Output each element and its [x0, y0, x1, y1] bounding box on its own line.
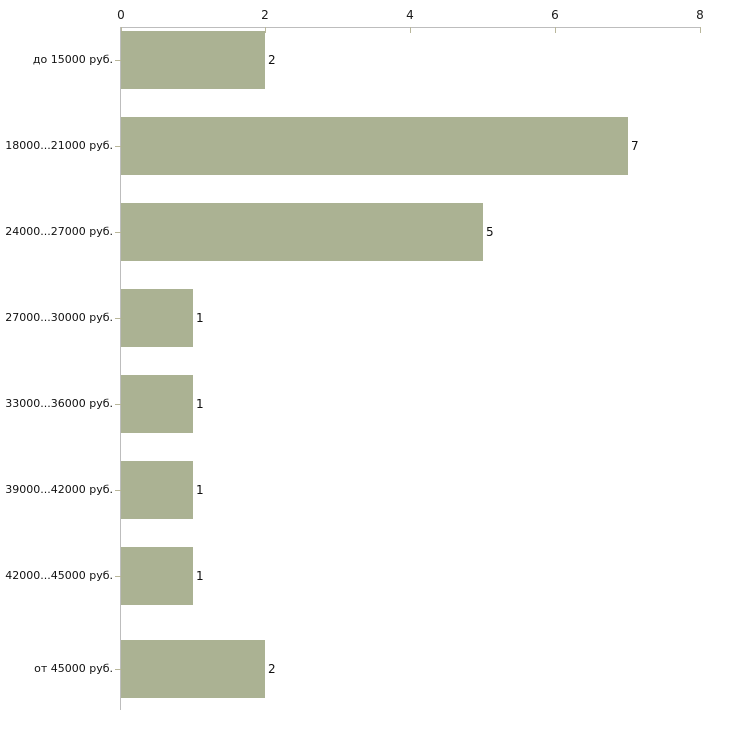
x-axis-tick-label-4: 8 [696, 8, 704, 22]
bar-value-label-2: 5 [486, 225, 494, 239]
y-axis-tick-3 [115, 318, 121, 319]
bar-value-label-7: 2 [268, 662, 276, 676]
x-axis-tick-1 [265, 27, 266, 33]
y-axis-tick-label-3: 27000...30000 руб. [5, 311, 113, 324]
x-axis-tick-label-2: 4 [406, 8, 414, 22]
bar-3 [121, 289, 193, 347]
x-axis-tick-0 [121, 27, 122, 33]
y-axis-tick-label-7: от 45000 руб. [34, 662, 113, 675]
bar-value-label-6: 1 [196, 569, 204, 583]
y-axis-tick-2 [115, 232, 121, 233]
x-axis-tick-label-1: 2 [261, 8, 269, 22]
bar-1 [121, 117, 628, 175]
x-axis-tick-4 [700, 27, 701, 33]
bar-value-label-5: 1 [196, 483, 204, 497]
bar-6 [121, 547, 193, 605]
y-axis-tick-label-5: 39000...42000 руб. [5, 483, 113, 496]
x-axis-tick-2 [410, 27, 411, 33]
y-axis-line [120, 27, 121, 710]
bar-0 [121, 31, 265, 89]
x-axis-tick-label-3: 6 [551, 8, 559, 22]
bar-4 [121, 375, 193, 433]
y-axis-tick-label-6: 42000...45000 руб. [5, 569, 113, 582]
y-axis-tick-label-2: 24000...27000 руб. [5, 225, 113, 238]
bar-value-label-1: 7 [631, 139, 639, 153]
y-axis-tick-label-4: 33000...36000 руб. [5, 397, 113, 410]
x-axis-tick-3 [555, 27, 556, 33]
y-axis-tick-label-0: до 15000 руб. [32, 53, 113, 66]
y-axis-tick-7 [115, 669, 121, 670]
bar-5 [121, 461, 193, 519]
bar-value-label-4: 1 [196, 397, 204, 411]
y-axis-tick-6 [115, 576, 121, 577]
bar-value-label-0: 2 [268, 53, 276, 67]
bar-7 [121, 640, 265, 698]
y-axis-tick-label-1: 18000...21000 руб. [5, 139, 113, 152]
y-axis-tick-0 [115, 60, 121, 61]
x-axis-tick-label-0: 0 [117, 8, 125, 22]
bar-value-label-3: 1 [196, 311, 204, 325]
bar-2 [121, 203, 483, 261]
y-axis-tick-4 [115, 404, 121, 405]
y-axis-tick-1 [115, 146, 121, 147]
y-axis-tick-5 [115, 490, 121, 491]
